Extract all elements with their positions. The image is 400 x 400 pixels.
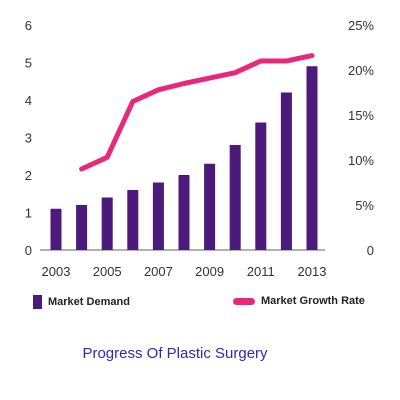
market-demand-bar xyxy=(101,197,113,250)
left-y-axis: 0 1 2 3 4 5 6 xyxy=(25,18,32,258)
x-tick-label: 2003 xyxy=(42,264,71,279)
y-left-tick-label: 4 xyxy=(25,93,32,108)
y-right-tick-label: 20% xyxy=(348,63,374,78)
market-demand-bar xyxy=(306,66,318,250)
x-tick-label: 2013 xyxy=(298,264,327,279)
market-growth-rate-series xyxy=(79,53,315,172)
market-demand-bar xyxy=(229,145,241,250)
y-right-tick-label: 25% xyxy=(348,18,374,33)
y-left-tick-label: 2 xyxy=(25,168,32,183)
x-axis: 2003 2005 2007 2009 2011 2013 xyxy=(42,264,327,279)
market-demand-bar xyxy=(127,190,139,250)
x-tick-label: 2011 xyxy=(247,264,275,279)
legend-label-market-growth-rate: Market Growth Rate xyxy=(261,295,365,307)
chart-title: Progress Of Plastic Surgery xyxy=(82,345,268,362)
y-left-tick-label: 0 xyxy=(25,243,32,258)
legend-item-market-growth-rate: Market Growth Rate xyxy=(233,295,365,307)
market-demand-bars xyxy=(50,66,318,250)
x-tick-label: 2009 xyxy=(195,264,224,279)
y-right-tick-label: 10% xyxy=(348,153,374,168)
right-y-axis: 0 5% 10% 15% 20% 25% xyxy=(348,18,374,258)
market-demand-bar xyxy=(178,175,190,250)
y-left-tick-label: 5 xyxy=(25,56,32,71)
x-tick-label: 2005 xyxy=(93,264,122,279)
market-demand-bar xyxy=(204,163,216,250)
y-left-tick-label: 6 xyxy=(25,18,32,33)
x-tick-label: 2007 xyxy=(144,264,173,279)
market-demand-bar xyxy=(50,208,62,250)
y-left-tick-label: 3 xyxy=(25,131,32,146)
y-right-tick-label: 15% xyxy=(348,108,374,123)
market-demand-bar xyxy=(255,122,267,250)
legend-item-market-demand: Market Demand xyxy=(33,295,130,309)
y-right-tick-label: 0 xyxy=(367,243,374,258)
legend-label-market-demand: Market Demand xyxy=(48,296,130,308)
market-growth-rate-line xyxy=(79,53,315,172)
y-right-tick-label: 5% xyxy=(355,198,374,213)
market-demand-bar xyxy=(76,205,88,250)
legend-swatch-line xyxy=(233,297,255,305)
y-left-tick-label: 1 xyxy=(25,206,32,221)
legend-swatch-bar xyxy=(33,295,42,309)
market-demand-bar xyxy=(280,92,292,250)
market-demand-bar xyxy=(152,182,164,250)
